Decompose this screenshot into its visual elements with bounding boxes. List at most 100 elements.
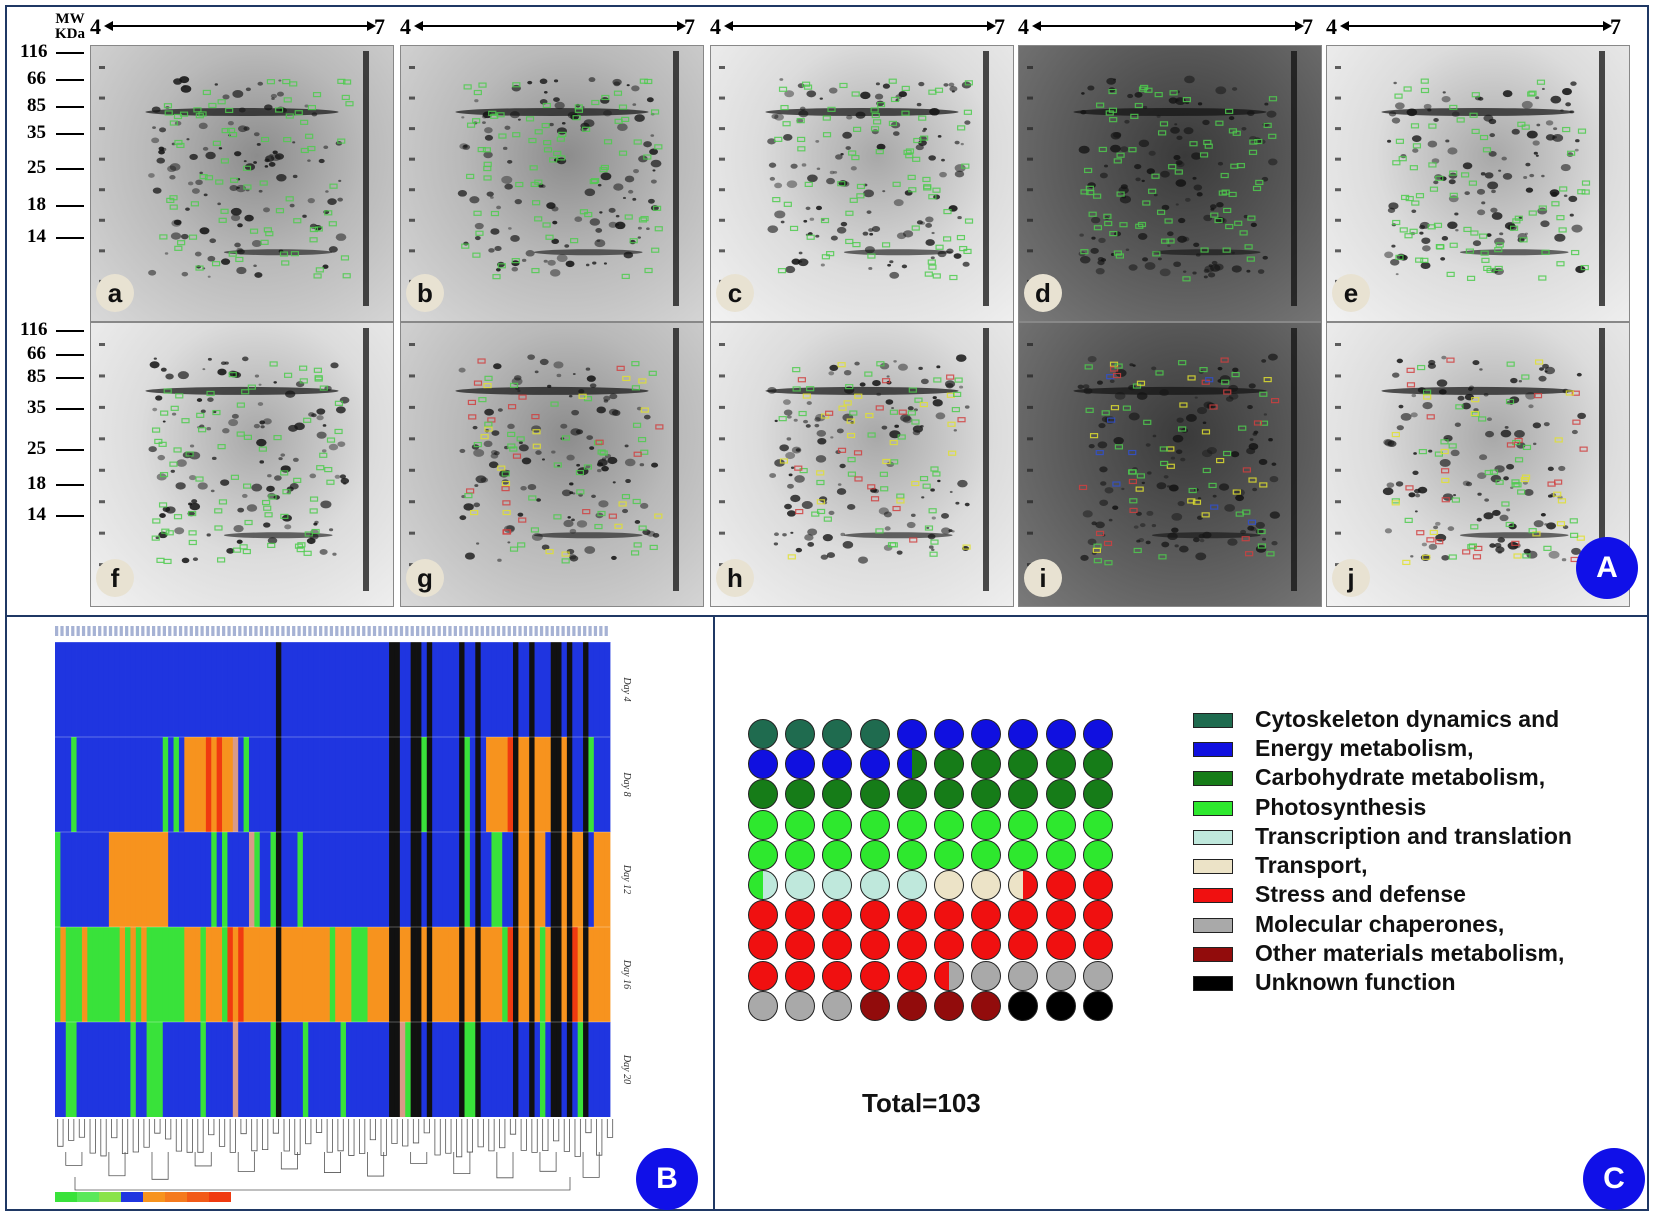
waffle-cell: [934, 809, 964, 840]
heatmap-cell: [362, 832, 368, 927]
heatmap-cell: [92, 737, 99, 832]
column-header-tick: [593, 626, 598, 636]
heatmap-cell: [550, 642, 557, 737]
heatmap-cell: [550, 832, 557, 927]
gel-image: [710, 45, 1014, 322]
heatmap-cell: [577, 737, 584, 832]
heatmap-cell: [475, 737, 482, 832]
waffle-cell: [1045, 990, 1076, 1021]
heatmap-cell: [270, 737, 277, 832]
heatmap-cell: [205, 832, 212, 927]
waffle-cell: [896, 870, 927, 900]
heatmap-cell: [151, 832, 158, 927]
mw-marker-tick: [56, 52, 84, 54]
waffle-cell: [971, 779, 1002, 810]
gel-spots: [99, 51, 369, 306]
heatmap-cell: [556, 642, 562, 737]
heatmap-cell: [189, 927, 196, 1022]
column-header-tick: [200, 626, 204, 636]
heatmap-cell: [599, 832, 606, 927]
mw-marker-label: 14: [27, 504, 46, 525]
heatmap-cell: [367, 737, 374, 832]
color-scale-swatch: [187, 1192, 209, 1202]
heatmap-cell: [442, 737, 449, 832]
heatmap-cell: [356, 1022, 363, 1117]
heatmap-cell: [389, 1022, 395, 1117]
gel-spots: [1335, 328, 1605, 591]
heatmap-cell: [459, 642, 465, 737]
heatmap-cell: [55, 642, 61, 737]
heatmap-cell: [292, 642, 298, 737]
heatmap-cell: [292, 832, 298, 927]
waffle-cell: [934, 719, 964, 749]
heatmap-cell: [297, 927, 304, 1022]
ph-start-label: 4: [710, 14, 721, 39]
heatmap-cell: [593, 642, 600, 737]
heatmap-cell: [281, 642, 288, 737]
heatmap-cell: [157, 642, 164, 737]
heatmap-cell: [92, 832, 99, 927]
column-header-tick: [539, 626, 544, 636]
column-header-tick: [410, 626, 414, 636]
heatmap-cell: [319, 832, 325, 927]
heatmap-cell: [248, 927, 255, 1022]
heatmap-cell: [216, 737, 223, 832]
heatmap-cell: [475, 1022, 482, 1117]
ph-start-label: 4: [1326, 14, 1337, 39]
heatmap-cell: [556, 927, 562, 1022]
heatmap-cell: [480, 1022, 487, 1117]
heatmap-cell: [55, 927, 61, 1022]
heatmap-cell: [502, 737, 509, 832]
column-header-tick: [432, 626, 436, 636]
column-header-tick: [232, 626, 237, 636]
heatmap-cell: [216, 642, 223, 737]
ph-arrow: [1032, 21, 1304, 31]
gel-label: j: [1332, 559, 1370, 597]
heatmap-cell: [518, 642, 525, 737]
heatmap-cell: [98, 927, 104, 1022]
mw-marker-tick: [56, 354, 84, 356]
heatmap-cell: [98, 832, 104, 927]
heatmap-cell: [135, 832, 142, 927]
heatmap-cell: [195, 1022, 201, 1117]
heatmap-cell: [545, 737, 552, 832]
heatmap-cell: [238, 642, 244, 737]
column-header-tick: [426, 626, 431, 636]
heatmap-cell: [302, 737, 309, 832]
column-header-tick: [399, 626, 404, 636]
waffle-cell: [896, 779, 927, 810]
waffle-cell: [1082, 839, 1113, 870]
gel-image: [90, 322, 394, 607]
heatmap-cell: [496, 737, 503, 832]
heatmap-cell: [421, 832, 428, 927]
heatmap-cell: [162, 832, 169, 927]
heatmap-cell: [421, 927, 428, 1022]
gel-image: [710, 322, 1014, 607]
panel-c-label: C: [1583, 1148, 1645, 1210]
column-header-tick: [329, 626, 334, 636]
heatmap-cell: [416, 832, 422, 927]
heatmap-cell: [335, 1022, 341, 1117]
heatmap-cell: [432, 1022, 438, 1117]
heatmap-cell: [394, 737, 401, 832]
mw-marker-tick: [56, 408, 84, 410]
waffle-cell: [785, 809, 816, 840]
waffle-cell: [748, 749, 778, 780]
heatmap-cell: [98, 1022, 104, 1117]
heatmap-cell: [588, 927, 595, 1022]
heatmap-cell: [313, 737, 320, 832]
heatmap-cell: [577, 927, 584, 1022]
waffle-cell: [1082, 960, 1113, 991]
heatmap-cell: [513, 927, 519, 1022]
waffle-cell: [934, 779, 964, 810]
column-header-tick: [383, 626, 387, 636]
dendrogram: [57, 1119, 614, 1191]
heatmap-cell: [55, 1022, 61, 1117]
heatmap-cell: [426, 927, 433, 1022]
waffle-cell: [971, 990, 1002, 1021]
waffle-cell: [822, 779, 853, 810]
heatmap-cell: [453, 642, 460, 737]
column-header-tick: [108, 626, 113, 636]
heatmap-cell: [205, 642, 212, 737]
heatmap-cell: [189, 832, 196, 927]
